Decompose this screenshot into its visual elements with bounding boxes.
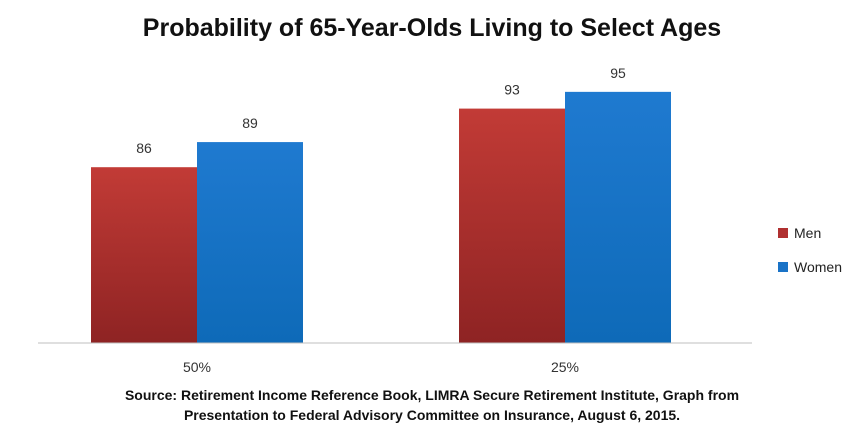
bar-women-1: [565, 91, 671, 343]
data-label-women-1: 95: [610, 65, 626, 81]
legend: Men Women: [778, 224, 842, 292]
source-note: Source: Retirement Income Reference Book…: [0, 385, 864, 425]
legend-item-women: Women: [778, 258, 842, 276]
x-tick-label-1: 25%: [551, 359, 579, 375]
bar-men-1: [459, 108, 565, 343]
data-label-women-0: 89: [242, 115, 258, 131]
source-note-line-1: Source: Retirement Income Reference Book…: [124, 387, 740, 403]
legend-swatch-men: [778, 228, 788, 238]
data-label-men-0: 86: [136, 140, 152, 156]
legend-swatch-women: [778, 262, 788, 272]
legend-label-men: Men: [794, 225, 822, 241]
legend-item-men: Men: [778, 224, 842, 242]
legend-label-women: Women: [794, 259, 842, 275]
data-label-men-1: 93: [504, 82, 520, 98]
bar-women-0: [197, 142, 303, 343]
x-tick-label-0: 50%: [183, 359, 211, 375]
chart-title: Probability of 65-Year-Olds Living to Se…: [142, 14, 722, 42]
bar-men-0: [91, 167, 197, 343]
source-note-line-2: Presentation to Federal Advisory Committ…: [183, 407, 681, 423]
